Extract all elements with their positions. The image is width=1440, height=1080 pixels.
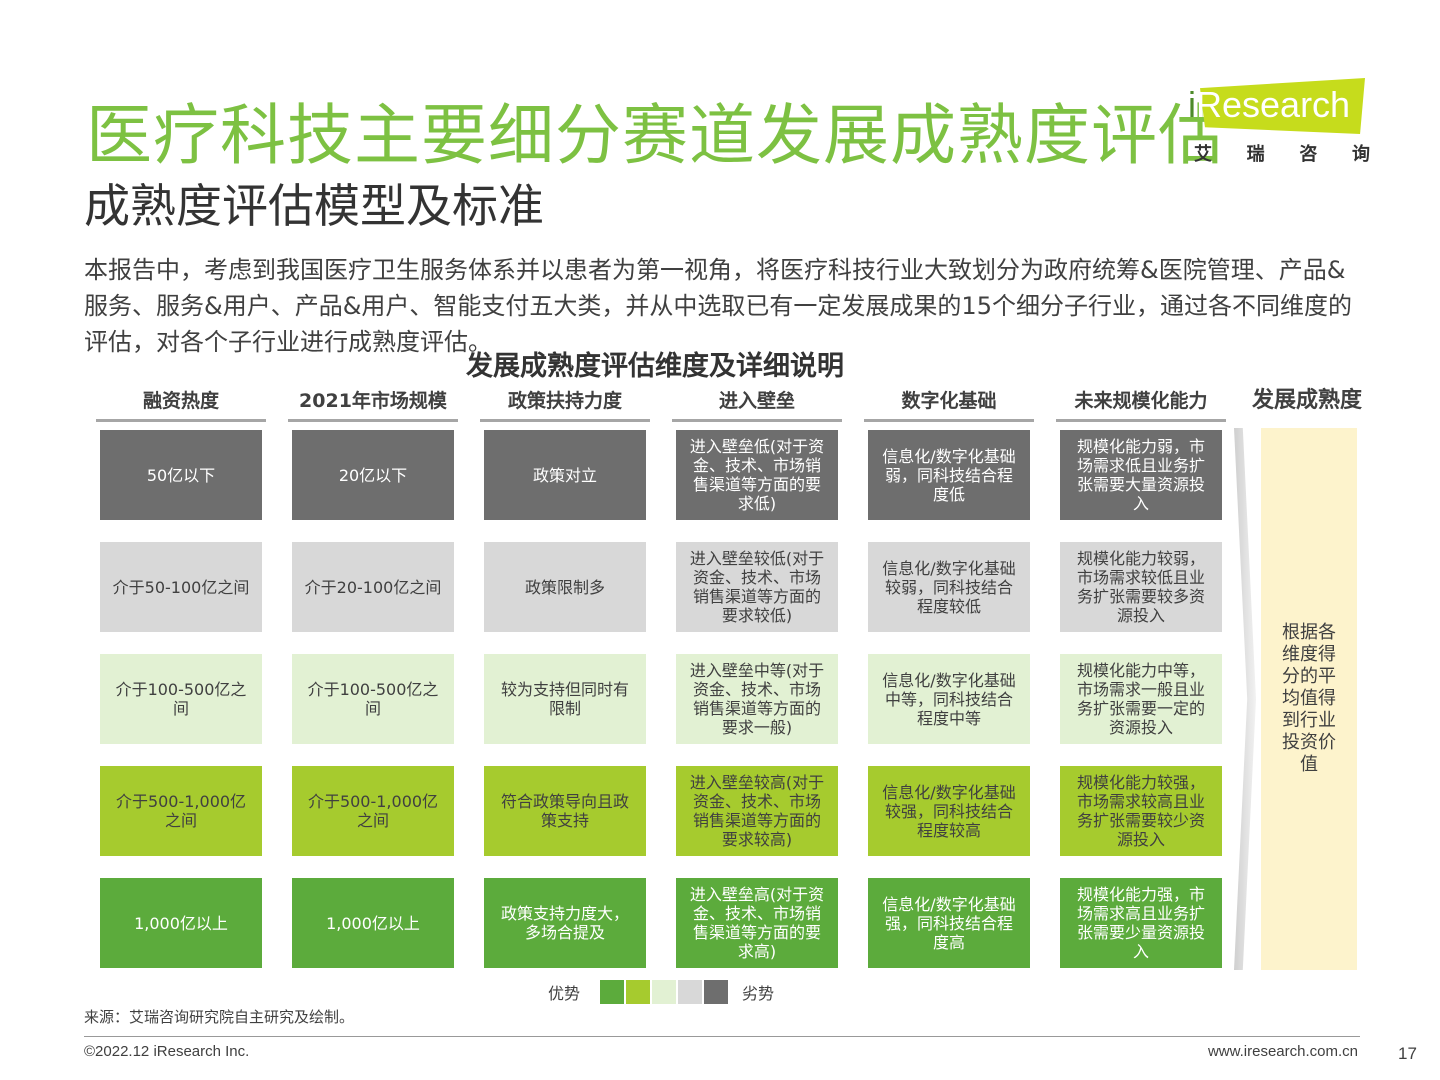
logo-i: i (1188, 84, 1196, 125)
grid-cell: 进入壁垒高(对于资金、技术、市场销售渠道等方面的要求高) (676, 878, 838, 968)
footer-divider (84, 1036, 1360, 1037)
grid-cell: 介于20-100亿之间 (292, 542, 454, 632)
grid-cell: 介于100-500亿之间 (100, 654, 262, 744)
grid-cell: 较为支持但同时有限制 (484, 654, 646, 744)
column-header: 2021年市场规模 (288, 383, 458, 422)
website: www.iresearch.com.cn (1207, 1043, 1358, 1060)
grid-cell: 50亿以下 (100, 430, 262, 520)
grid-cell: 规模化能力较弱，市场需求较低且业务扩张需要较多资源投入 (1060, 542, 1222, 632)
maturity-text: 根据各维度得分的平均值得到行业投资价值 (1282, 622, 1336, 775)
grid-cell: 20亿以下 (292, 430, 454, 520)
grid-cell: 进入壁垒中等(对于资金、技术、市场销售渠道等方面的要求一般) (676, 654, 838, 744)
grid-cell: 介于50-100亿之间 (100, 542, 262, 632)
iresearch-logo: iResearch 艾 瑞 咨 询 (1188, 74, 1370, 166)
logo-sub-char: 艾 (1194, 144, 1212, 165)
column-header: 未来规模化能力 (1056, 383, 1226, 422)
logo-subtitle: 艾 瑞 咨 询 (1194, 140, 1370, 166)
legend-swatch (678, 980, 703, 1004)
grid-cell: 进入壁垒较高(对于资金、技术、市场销售渠道等方面的要求较高) (676, 766, 838, 856)
grid-cell: 介于500-1,000亿之间 (292, 766, 454, 856)
grid-cell: 规模化能力中等，市场需求一般且业务扩张需要一定的资源投入 (1060, 654, 1222, 744)
page-number: 17 (1398, 1044, 1417, 1063)
legend-swatch (626, 980, 651, 1004)
legend: 优势 劣势 (548, 980, 774, 1004)
legend-swatch (652, 980, 677, 1004)
logo-sub-char: 咨 (1299, 144, 1318, 165)
grid-cell: 信息化/数字化基础较强，同科技结合程度较高 (868, 766, 1030, 856)
grid-cell: 介于100-500亿之间 (292, 654, 454, 744)
source-note: 来源：艾瑞咨询研究院自主研究及绘制。 (84, 1008, 355, 1026)
column-header: 数字化基础 (864, 383, 1034, 422)
column-header: 政策扶持力度 (480, 383, 650, 422)
grid-cell: 规模化能力强，市场需求高且业务扩张需要少量资源投入 (1060, 878, 1222, 968)
logo-sub-char: 瑞 (1246, 144, 1265, 165)
legend-disadvantage-label: 劣势 (742, 984, 775, 1003)
grid-cell: 政策对立 (484, 430, 646, 520)
grid-cell: 信息化/数字化基础中等，同科技结合程度中等 (868, 654, 1030, 744)
grid-cell: 进入壁垒低(对于资金、技术、市场销售渠道等方面的要求低) (676, 430, 838, 520)
grid-cell: 政策限制多 (484, 542, 646, 632)
legend-advantage-label: 优势 (548, 984, 581, 1003)
grid-cell: 信息化/数字化基础弱，同科技结合程度低 (868, 430, 1030, 520)
logo-banner (1200, 78, 1365, 134)
grid-cell: 1,000亿以上 (292, 878, 454, 968)
grid-cell: 信息化/数字化基础强，同科技结合程度高 (868, 878, 1030, 968)
progression-arrow (1234, 428, 1256, 970)
maturity-box: 根据各维度得分的平均值得到行业投资价值 (1261, 428, 1357, 970)
grid-cell: 信息化/数字化基础较弱，同科技结合程度较低 (868, 542, 1030, 632)
grid-cell: 符合政策导向且政策支持 (484, 766, 646, 856)
logo-research: Research (1196, 84, 1351, 125)
page-subtitle: 成熟度评估模型及标准 (84, 179, 544, 233)
intro-paragraph: 本报告中，考虑到我国医疗卫生服务体系并以患者为第一视角，将医疗科技行业大致划分为… (84, 256, 1352, 356)
grid-cell: 介于500-1,000亿之间 (100, 766, 262, 856)
column-header: 进入壁垒 (672, 383, 842, 422)
logo-wordmark: iResearch (1188, 84, 1368, 126)
table-title: 发展成熟度评估维度及详细说明 (466, 351, 844, 382)
maturity-header: 发展成熟度 (1251, 388, 1362, 413)
copyright: ©2022.12 iResearch Inc. (84, 1043, 250, 1060)
grid-cell: 规模化能力弱，市场需求低且业务扩张需要大量资源投入 (1060, 430, 1222, 520)
page-title: 医疗科技主要细分赛道发展成熟度评估 (86, 97, 1225, 174)
grid-cell: 进入壁垒较低(对于资金、技术、市场销售渠道等方面的要求较低) (676, 542, 838, 632)
logo-sub-char: 询 (1351, 144, 1370, 165)
grid-cell: 1,000亿以上 (100, 878, 262, 968)
grid-cell: 政策支持力度大，多场合提及 (484, 878, 646, 968)
legend-swatch (704, 980, 729, 1004)
grid-cell: 规模化能力较强，市场需求较高且业务扩张需要较少资源投入 (1060, 766, 1222, 856)
legend-swatch (600, 980, 625, 1004)
column-header: 融资热度 (96, 383, 266, 422)
